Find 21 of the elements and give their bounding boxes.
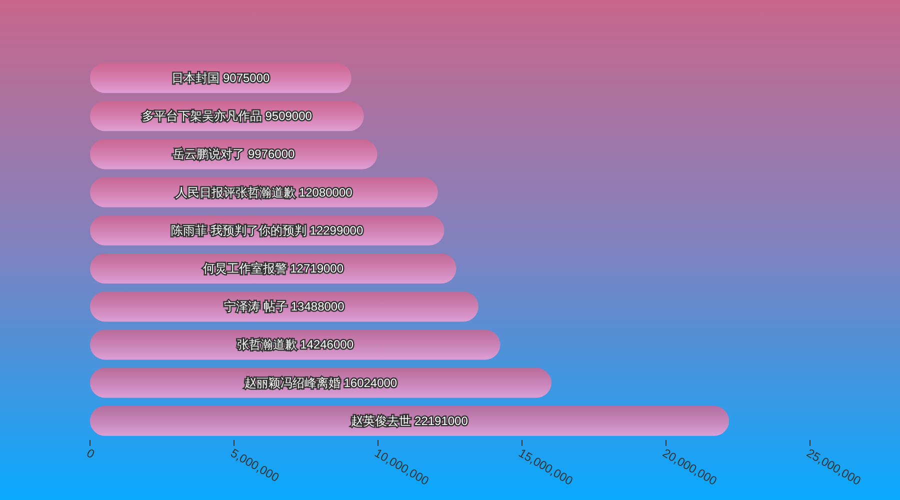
y-tick-label: 陈雨菲 我预判了你的预判	[171, 223, 306, 238]
y-tick-label: 赵英俊去世	[351, 414, 412, 428]
y-tick-label: 多平台下架吴亦凡作品	[142, 109, 262, 124]
data-label: 12080000	[298, 185, 353, 200]
data-label: 9075000	[222, 71, 270, 85]
data-label: 12299000	[310, 223, 364, 238]
y-tick-label: 宁泽涛 帖子	[224, 300, 288, 314]
data-label: 16024000	[344, 376, 398, 390]
y-tick-label: 日本封国	[172, 71, 220, 85]
y-tick-label: 何炅工作室报警	[202, 262, 287, 276]
data-label: 22191000	[414, 414, 468, 428]
data-label: 13488000	[290, 300, 345, 314]
y-tick-label: 赵丽颖冯绍峰离婚	[244, 376, 340, 390]
data-label: 14246000	[300, 338, 354, 352]
y-tick-label: 张哲瀚道歉	[236, 338, 297, 352]
data-label: 12719000	[290, 262, 344, 276]
y-tick-label: 岳云鹏说对了	[172, 147, 245, 162]
data-label: 9976000	[248, 147, 296, 162]
x-tick-label: 0	[84, 446, 98, 462]
data-label: 9509000	[265, 109, 312, 124]
y-tick-label: 人民日报评张哲瀚道歉	[176, 185, 296, 200]
